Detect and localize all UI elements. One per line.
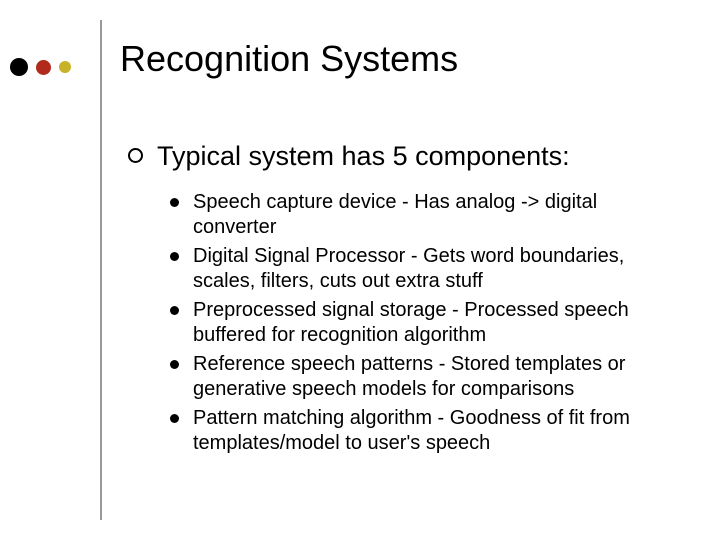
- sublist: Speech capture device - Has analog -> di…: [170, 190, 680, 456]
- dot-icon: [59, 61, 71, 73]
- filled-circle-icon: [170, 414, 179, 423]
- level2-text: Digital Signal Processor - Gets word bou…: [193, 244, 680, 294]
- list-item: Preprocessed signal storage - Processed …: [170, 298, 680, 348]
- filled-circle-icon: [170, 198, 179, 207]
- slide: Recognition Systems Typical system has 5…: [0, 0, 720, 540]
- level2-text: Preprocessed signal storage - Processed …: [193, 298, 680, 348]
- list-item: Pattern matching algorithm - Goodness of…: [170, 406, 680, 456]
- filled-circle-icon: [170, 306, 179, 315]
- level2-text: Reference speech patterns - Stored templ…: [193, 352, 680, 402]
- level2-text: Speech capture device - Has analog -> di…: [193, 190, 680, 240]
- dot-icon: [36, 60, 51, 75]
- decoration-dots: [10, 58, 71, 76]
- list-item: Digital Signal Processor - Gets word bou…: [170, 244, 680, 294]
- dot-icon: [10, 58, 28, 76]
- list-item: Speech capture device - Has analog -> di…: [170, 190, 680, 240]
- filled-circle-icon: [170, 252, 179, 261]
- hollow-circle-icon: [128, 148, 143, 163]
- filled-circle-icon: [170, 360, 179, 369]
- content-block: Typical system has 5 components: Speech …: [128, 140, 688, 460]
- level1-text: Typical system has 5 components:: [157, 140, 570, 172]
- slide-title: Recognition Systems: [120, 38, 458, 80]
- list-item: Reference speech patterns - Stored templ…: [170, 352, 680, 402]
- level2-text: Pattern matching algorithm - Goodness of…: [193, 406, 680, 456]
- vertical-divider: [100, 20, 102, 520]
- list-item: Typical system has 5 components:: [128, 140, 688, 172]
